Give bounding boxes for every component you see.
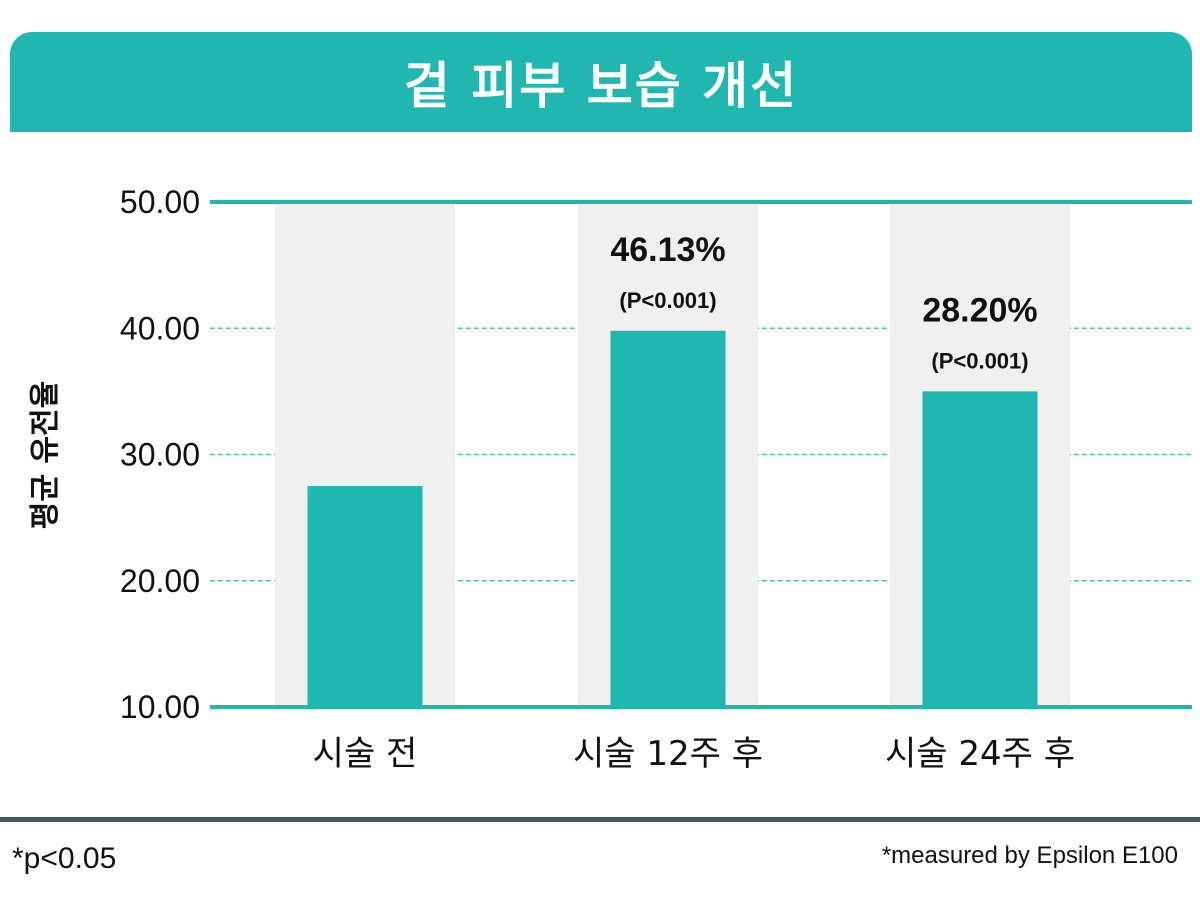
- bar: [922, 391, 1038, 707]
- title-banner: 겉 피부 보습 개선: [10, 32, 1192, 132]
- y-tick-label: 20.00: [120, 563, 200, 599]
- p-value-label: (P<0.001): [619, 288, 716, 313]
- y-tick-label: 50.00: [120, 184, 200, 220]
- x-tick-label: 시술 24주 후: [885, 734, 1075, 774]
- data-label: 28.20%: [922, 291, 1037, 329]
- data-label: 46.13%: [610, 231, 725, 269]
- measurement-footnote: *measured by Epsilon E100: [881, 842, 1178, 869]
- bar: [307, 486, 423, 707]
- significance-footnote: *p<0.05: [12, 842, 117, 875]
- chart-title: 겉 피부 보습 개선: [403, 57, 799, 115]
- x-tick-label: 시술 전: [313, 734, 418, 774]
- footer-divider: [0, 817, 1200, 822]
- y-tick-label: 30.00: [120, 437, 200, 473]
- p-value-label: (P<0.001): [931, 348, 1028, 373]
- bar: [610, 330, 726, 707]
- y-tick-label: 40.00: [120, 310, 200, 346]
- x-tick-label: 시술 12주 후: [573, 734, 763, 774]
- y-tick-label: 10.00: [120, 689, 200, 725]
